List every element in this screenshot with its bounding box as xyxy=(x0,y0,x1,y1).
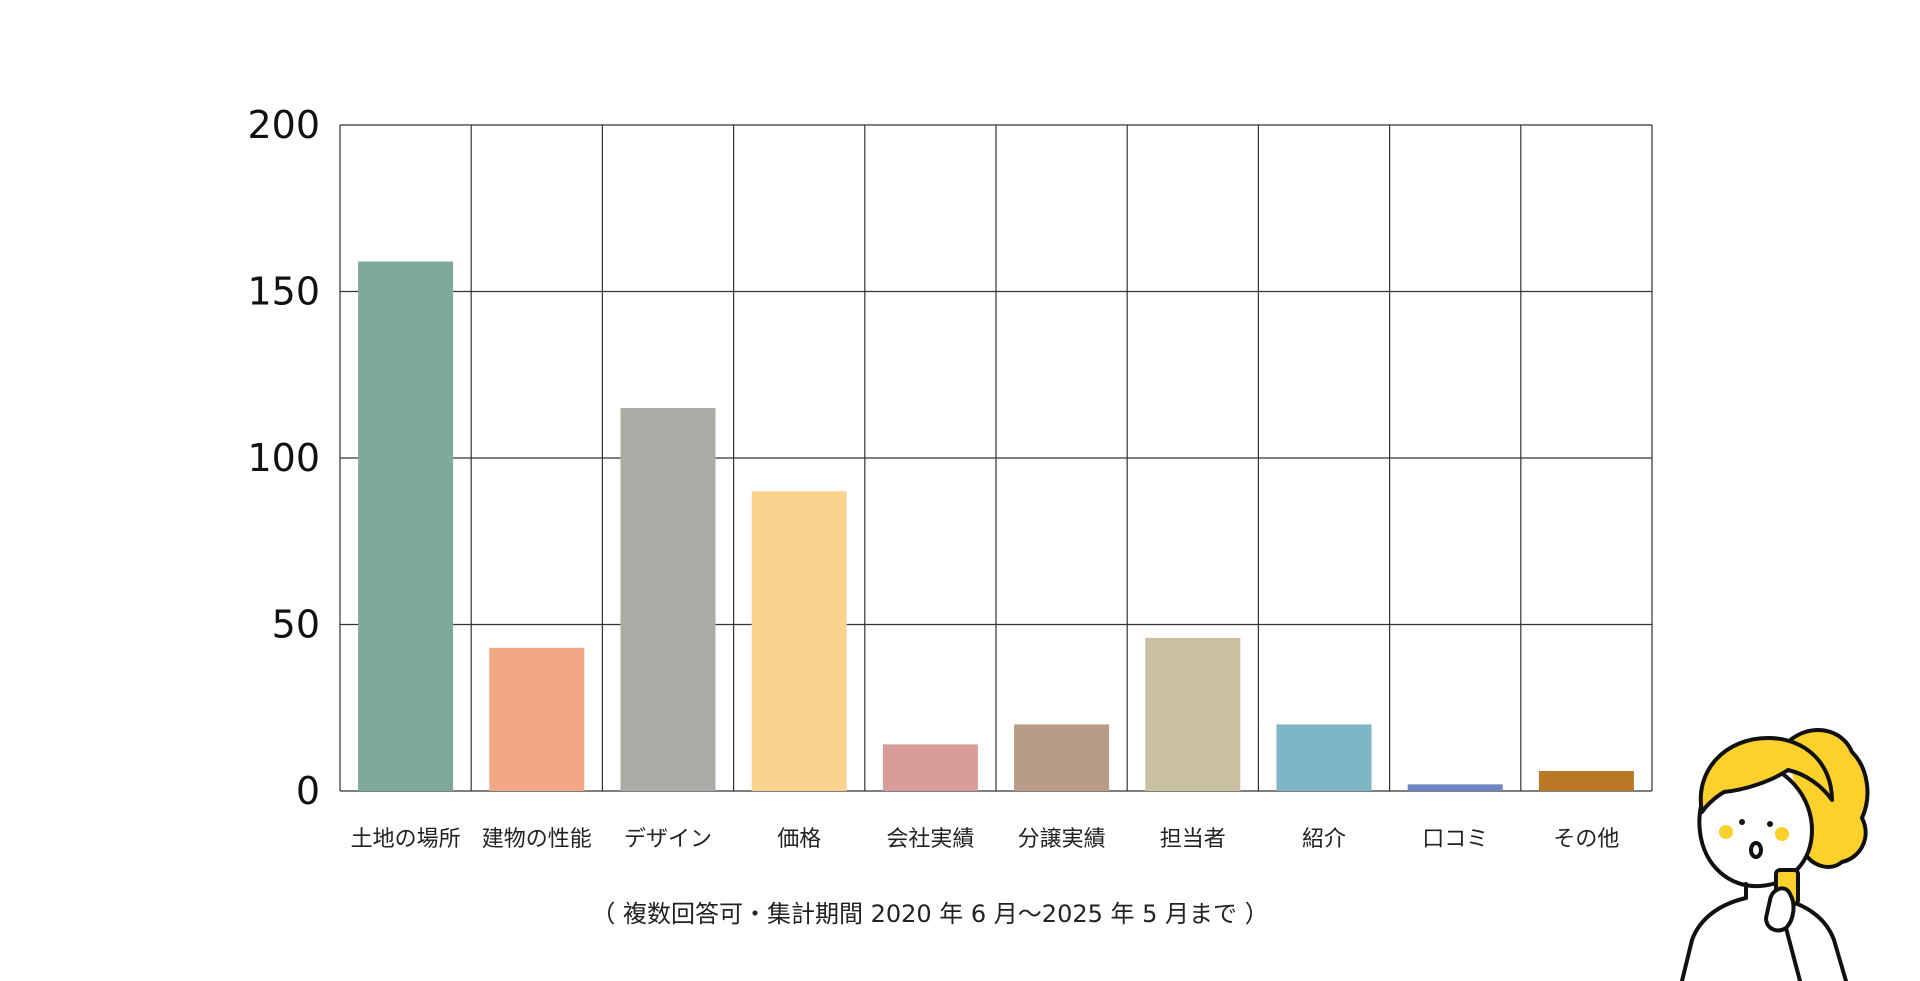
y-axis-ticks: 0 50 100 150 200 xyxy=(247,103,320,813)
y-tick-label: 200 xyxy=(247,103,320,147)
y-tick-label: 100 xyxy=(247,436,320,480)
right-cheek xyxy=(1775,827,1789,841)
bar-9 xyxy=(1407,784,1503,791)
y-tick-label: 0 xyxy=(296,769,320,813)
bar-2 xyxy=(489,647,585,791)
grid xyxy=(339,124,1653,792)
x-tick-label: 土地の場所 xyxy=(351,827,461,852)
woman-looking-at-phone-illustration xyxy=(1680,727,1870,981)
bar-8 xyxy=(1276,724,1372,791)
left-cheek xyxy=(1719,825,1733,839)
x-tick-label: 価格 xyxy=(777,827,821,852)
x-tick-label: 建物の性能 xyxy=(482,827,592,852)
left-eye xyxy=(1739,819,1745,825)
arm xyxy=(1784,926,1802,981)
x-tick-label: 会社実績 xyxy=(886,827,974,852)
bar-10 xyxy=(1538,771,1634,791)
bar-6 xyxy=(1014,724,1110,791)
x-tick-label: 分譲実績 xyxy=(1018,827,1106,852)
bar-1 xyxy=(358,261,454,791)
bars xyxy=(358,261,1634,791)
x-axis-ticks: 土地の場所 建物の性能 デザイン 価格 会社実績 分譲実績 担当者 紹介 口コミ その他 xyxy=(351,827,1620,852)
hand xyxy=(1764,886,1796,933)
x-tick-label: 口コミ xyxy=(1422,827,1488,852)
bar-4 xyxy=(751,491,847,791)
right-eye xyxy=(1767,821,1773,827)
mouth xyxy=(1749,841,1763,859)
x-tick-label: その他 xyxy=(1553,827,1619,852)
bar-3 xyxy=(620,408,716,791)
bar-7 xyxy=(1145,637,1241,791)
y-tick-label: 150 xyxy=(247,270,320,314)
footnote: （ 複数回答可・集計期間 2020 年 6 月〜2025 年 5 月まで ） xyxy=(591,900,1268,928)
y-tick-label: 50 xyxy=(272,603,320,647)
hair-front xyxy=(1698,736,1834,814)
body xyxy=(1680,882,1848,981)
x-tick-label: 紹介 xyxy=(1302,827,1346,852)
x-tick-label: デザイン xyxy=(624,827,712,852)
x-tick-label: 担当者 xyxy=(1160,827,1226,852)
bar-5 xyxy=(882,744,978,791)
